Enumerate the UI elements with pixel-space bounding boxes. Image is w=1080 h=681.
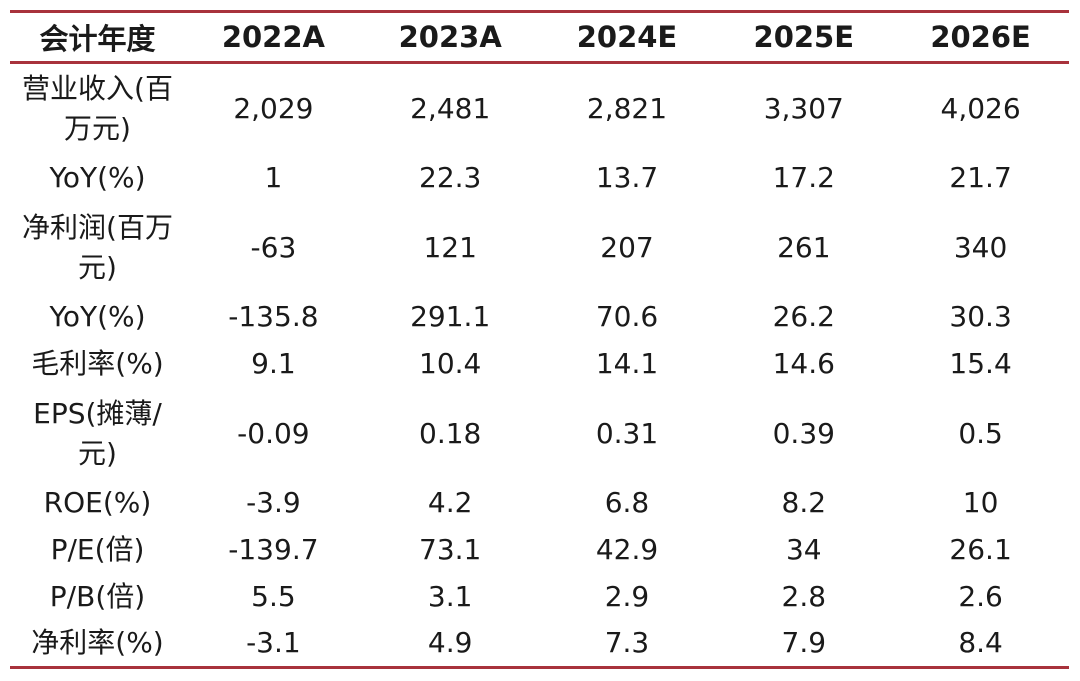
table-row-pb: P/B(倍) 5.5 3.1 2.9 2.8 2.6 (10, 574, 1069, 621)
table-cell: 6.8 (604, 486, 650, 519)
table-cell: 10 (962, 486, 999, 519)
table-cell: 73.1 (419, 533, 482, 566)
table-cell: 26.2 (772, 300, 835, 333)
header-year-2026e: 2026E (892, 10, 1069, 64)
table-row-net-profit-yoy: YoY(%) -135.8 291.1 70.6 26.2 30.3 (10, 294, 1069, 341)
table-cell: 21.7 (949, 161, 1012, 194)
table-row-net-profit: 净利润(百万元) -63 121 207 261 340 (10, 202, 1069, 294)
row-label: 净利率(%) (10, 620, 185, 669)
header-year-2023a: 2023A (361, 10, 539, 64)
header-year-2024e: 2024E (538, 10, 716, 64)
table-cell: 2,481 (410, 92, 491, 126)
table-cell: 340 (953, 230, 1008, 264)
table-cell: 15.4 (949, 347, 1012, 380)
table-cell: 0.39 (772, 416, 835, 450)
table-cell: 10.4 (419, 347, 482, 380)
table-cell: 2,821 (586, 92, 668, 126)
table-cell: 2.9 (604, 580, 650, 613)
table-cell: 3,307 (763, 92, 844, 126)
table-row-gross-margin: 毛利率(%) 9.1 10.4 14.1 14.6 15.4 (10, 341, 1069, 388)
row-label: EPS(摊薄/元) (33, 396, 162, 470)
table-cell: 8.4 (892, 620, 1069, 669)
table-cell: 261 (777, 230, 831, 264)
table-cell: 4.2 (427, 486, 473, 519)
table-cell: 9.1 (251, 347, 296, 380)
table-row-net-margin: 净利率(%) -3.1 4.9 7.3 7.9 8.4 (10, 620, 1069, 669)
table-cell: -139.7 (228, 533, 319, 566)
table-cell: -3.9 (246, 486, 301, 519)
table-cell: 0.5 (958, 416, 1003, 450)
table-cell: 8.2 (781, 486, 827, 519)
table-row-eps: EPS(摊薄/元) -0.09 0.18 0.31 0.39 0.5 (10, 388, 1069, 480)
row-label: P/E(倍) (50, 533, 145, 566)
table-cell: 3.1 (427, 580, 473, 613)
table-cell: -3.1 (185, 620, 362, 669)
table-cell: 121 (423, 230, 477, 264)
table-cell: 2.6 (958, 580, 1003, 613)
header-year-2022a: 2022A (185, 10, 362, 64)
table-cell: 42.9 (595, 533, 659, 566)
table-cell: 30.3 (949, 300, 1012, 333)
table-cell: 0.18 (419, 416, 482, 450)
table-cell: 22.3 (419, 161, 482, 194)
row-label: YoY(%) (49, 300, 146, 333)
table-cell: -63 (250, 230, 297, 264)
table-row-roe: ROE(%) -3.9 4.2 6.8 8.2 10 (10, 480, 1069, 527)
table-cell: 4,026 (940, 92, 1021, 126)
table-cell: 26.1 (949, 533, 1012, 566)
table-cell: 14.1 (595, 347, 659, 380)
table-cell: 2,029 (233, 92, 314, 126)
header-row: 会计年度 2022A 2023A 2024E 2025E 2026E (10, 10, 1069, 64)
table-header: 会计年度 2022A 2023A 2024E 2025E 2026E (10, 10, 1069, 64)
table-cell: 1 (264, 161, 283, 194)
table-row-pe: P/E(倍) -139.7 73.1 42.9 34 26.1 (10, 527, 1069, 574)
table-cell: -135.8 (228, 300, 319, 333)
row-label: YoY(%) (49, 161, 146, 194)
table-cell: 0.31 (595, 416, 659, 450)
financial-forecast-table: 会计年度 2022A 2023A 2024E 2025E 2026E 营业收入(… (10, 10, 1069, 669)
header-fiscal-year-label: 会计年度 (10, 10, 185, 64)
row-label: 毛利率(%) (31, 347, 164, 380)
table-cell: 5.5 (251, 580, 296, 613)
table-cell: 34 (785, 533, 822, 566)
table-cell: 14.6 (772, 347, 835, 380)
table-cell: 2.8 (781, 580, 827, 613)
table-cell: 207 (600, 230, 654, 264)
table-row-revenue: 营业收入(百万元) 2,029 2,481 2,821 3,307 4,026 (10, 63, 1069, 155)
table-cell: 70.6 (595, 300, 659, 333)
table-cell: 7.9 (715, 620, 893, 669)
table-cell: 291.1 (410, 300, 491, 333)
table-cell: 13.7 (595, 161, 659, 194)
table-cell: 17.2 (772, 161, 835, 194)
row-label: ROE(%) (43, 486, 152, 519)
row-label: 营业收入(百万元) (22, 72, 173, 146)
row-label: P/B(倍) (49, 580, 146, 613)
table-body: 营业收入(百万元) 2,029 2,481 2,821 3,307 4,026 … (10, 63, 1069, 669)
row-label: 净利润(百万元) (22, 210, 173, 284)
table-row-revenue-yoy: YoY(%) 1 22.3 13.7 17.2 21.7 (10, 155, 1069, 202)
table-cell: 7.3 (538, 620, 716, 669)
table-cell: 4.9 (361, 620, 539, 669)
header-year-2025e: 2025E (715, 10, 893, 64)
table-cell: -0.09 (237, 416, 310, 450)
